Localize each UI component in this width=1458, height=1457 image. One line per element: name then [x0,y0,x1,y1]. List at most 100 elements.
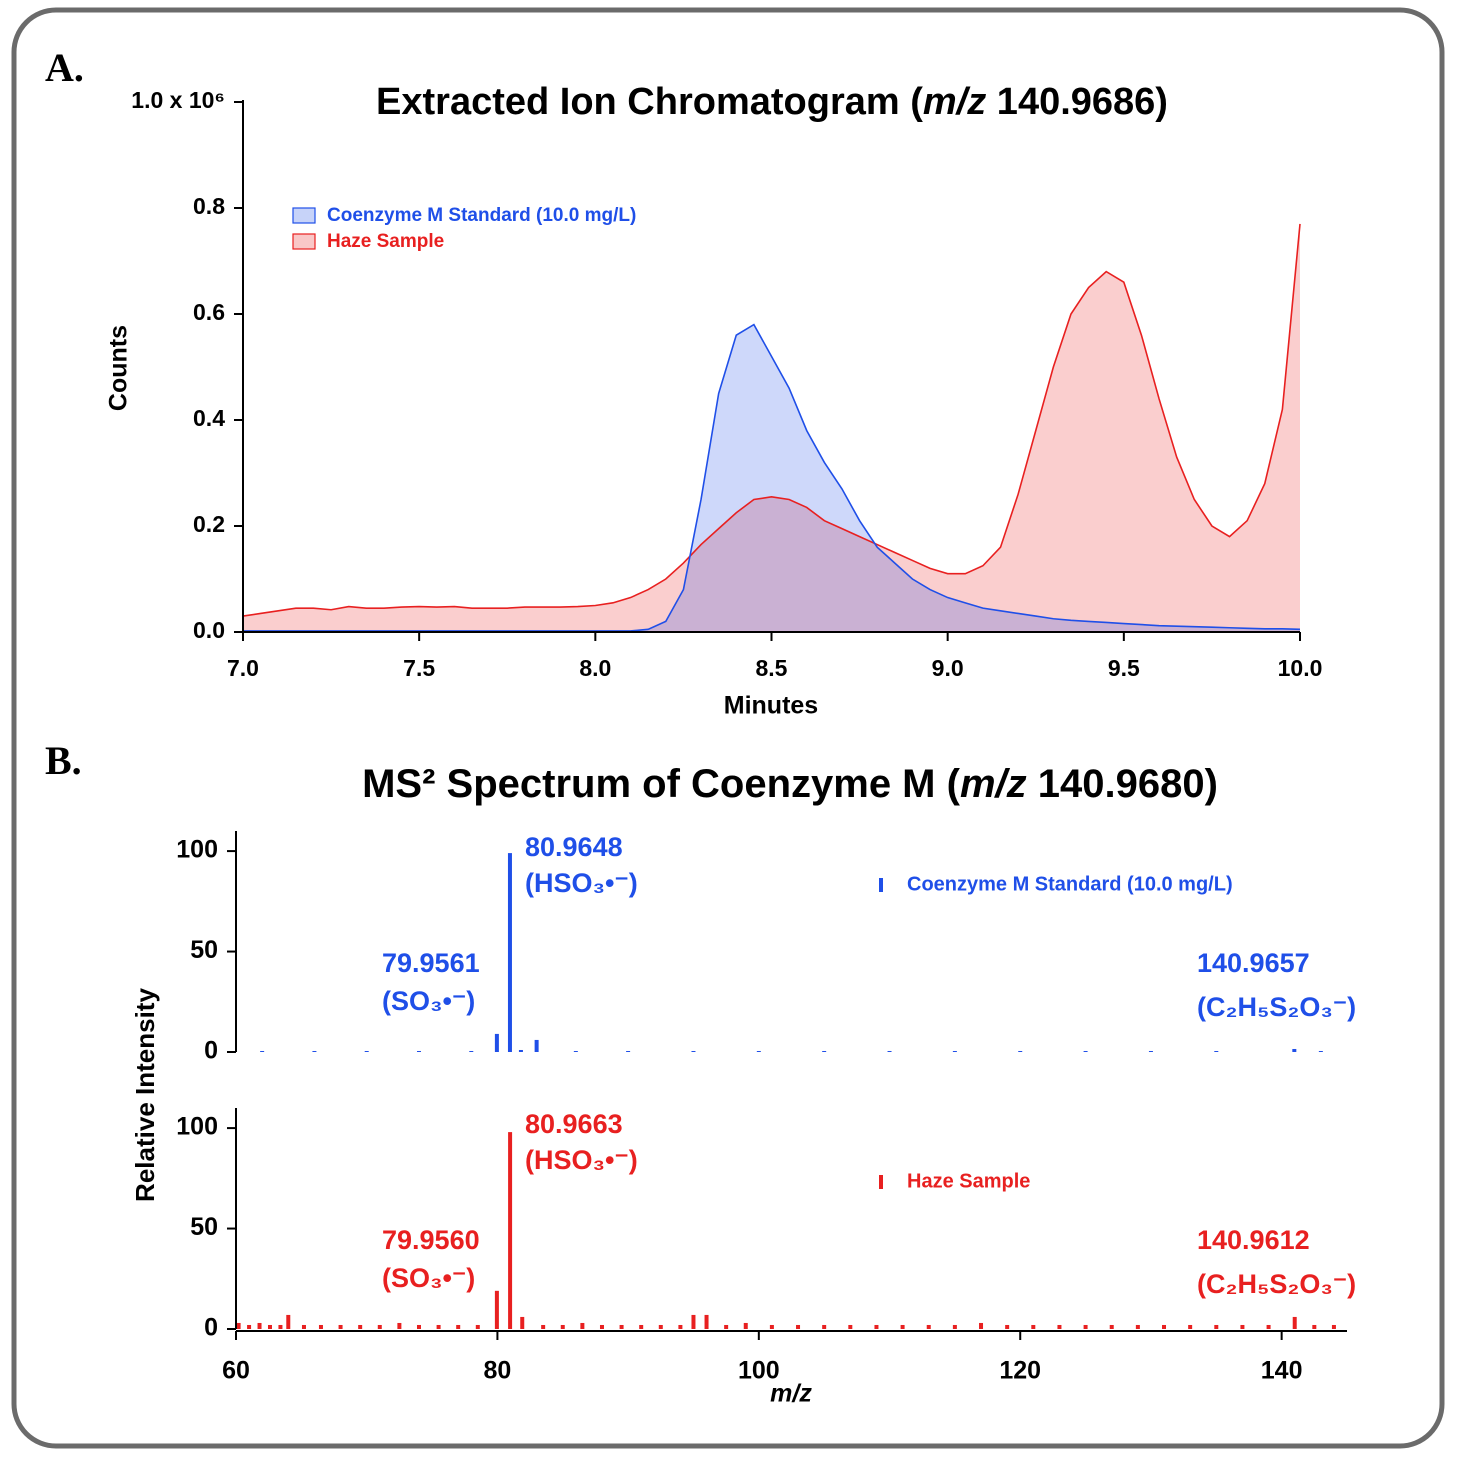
peak-label: 79.9561 [382,948,480,978]
spectrum-peak [1005,1324,1010,1329]
peak-ion: (C₂H₅S₂O₃⁻) [1197,992,1356,1022]
y-tick-label: 50 [190,936,218,964]
x-tick-label: 80 [484,1357,512,1385]
title-part: m/z [923,81,986,123]
x-axis-label: m/z [770,1380,812,1408]
spectrum-peak [377,1324,382,1329]
spectrum-peak [573,1050,578,1052]
y-tick-label: 50 [190,1213,218,1241]
spectrum-peak [1331,1324,1336,1329]
title-part: 140.9686) [986,81,1168,123]
spectrum-peak [887,1050,892,1052]
peak-label: 79.9560 [382,1225,480,1255]
legend-label: Haze Sample [907,1170,1030,1192]
spectrum-peak [508,1132,513,1329]
x-tick-label: 7.5 [403,655,435,681]
spectrum-peak [1018,1050,1023,1052]
spectrum-peak [822,1324,827,1329]
spectrum-peak [1109,1324,1114,1329]
spectrum-peak [541,1324,546,1329]
spectrum-peak [278,1324,283,1329]
spectrum-peak [494,1033,499,1052]
spectrum-peak [691,1050,696,1052]
legend-label: Coenzyme M Standard (10.0 mg/L) [907,873,1233,895]
peak-ion: (HSO₃•⁻) [525,868,638,898]
spectrum-peak [1240,1324,1245,1329]
spectrum-peak [1214,1324,1219,1329]
peak-label: 140.9657 [1197,948,1310,978]
area-fill [243,223,1300,632]
spectrum-peak [1312,1324,1317,1329]
spectrum-peak [1214,1050,1219,1052]
spectrum-peak [1318,1050,1323,1052]
spectrum-peak [267,1324,272,1329]
spectrum-peak [678,1324,683,1329]
spectrum-peak [436,1324,441,1329]
spectrum-peak [822,1050,827,1052]
spectrum-peak [1162,1324,1167,1329]
spectrum-peak [416,1324,421,1329]
x-tick-label: 7.0 [227,655,259,681]
y-tick-label: 0.2 [193,511,225,537]
y-axis-label: Counts [105,325,133,411]
y-tick-label: 0.6 [193,299,225,325]
spectrum-peak [236,1322,241,1329]
y-tick-label: 0 [204,1037,218,1065]
y-tick-label: 100 [176,836,218,864]
spectrum-peak [260,1050,265,1052]
spectrum-peak [456,1324,461,1329]
legend-swatch [879,878,883,892]
spectrum-peak [257,1322,262,1329]
spectrum-peak [658,1324,663,1329]
peak-label: 80.9648 [525,832,623,862]
spectrum-peak [900,1324,905,1329]
spectrum-peak [358,1324,363,1329]
spectrum-peak [312,1050,317,1052]
x-tick-label: 100 [738,1357,780,1385]
spectrum-peak [1031,1324,1036,1329]
spectrum-peak [1135,1324,1140,1329]
spectrum-peak [475,1324,480,1329]
spectrum-peak [704,1314,709,1329]
spectrum-peak [494,1290,499,1329]
legend-swatch [292,233,316,250]
spectrum-peak [507,853,512,1052]
spectrum-peak [756,1050,761,1052]
peak-ion: (C₂H₅S₂O₃⁻) [1197,1269,1356,1299]
title-part: Extracted Ion Chromatogram ( [376,81,923,123]
spectrum-peak [743,1322,748,1329]
legend-swatch [292,207,316,224]
x-tick-label: 9.0 [932,655,964,681]
spectrum-peak [691,1314,696,1329]
legend-label: Coenzyme M Standard (10.0 mg/L) [327,205,636,226]
spectrum-peak [416,1050,421,1052]
spectrum-peak [397,1322,402,1329]
panel-label: B. [45,738,82,783]
spectrum-peak [1292,1048,1297,1052]
area-fill [243,324,1300,632]
spectrum-peak [520,1316,525,1329]
spectrum-peak [1083,1050,1088,1052]
y-tick-label: 1.0 x 10⁶ [131,87,225,113]
spectrum-peak [580,1322,585,1329]
spectrum-peak [318,1324,323,1329]
series-line [243,323,1301,632]
spectrum-peak [469,1050,474,1052]
spectrum-peak [796,1324,801,1329]
spectrum-peak [338,1324,343,1329]
y-tick-label: 0.8 [193,193,225,219]
spectrum-peak [626,1050,631,1052]
title-part: 140.9680) [1027,762,1218,806]
peak-ion: (SO₃•⁻) [382,1263,475,1293]
spectrum-peak [1057,1324,1062,1329]
peak-label: 80.9663 [525,1109,623,1139]
y-tick-label: 0.0 [193,617,225,643]
spectrum-peak [952,1324,957,1329]
x-tick-label: 9.5 [1108,655,1140,681]
spectrum-peak [1083,1324,1088,1329]
spectrum-peak [534,1039,539,1052]
title-part: m/z [960,762,1027,806]
x-axis-label: Minutes [724,692,818,720]
x-tick-label: 120 [999,1357,1041,1385]
